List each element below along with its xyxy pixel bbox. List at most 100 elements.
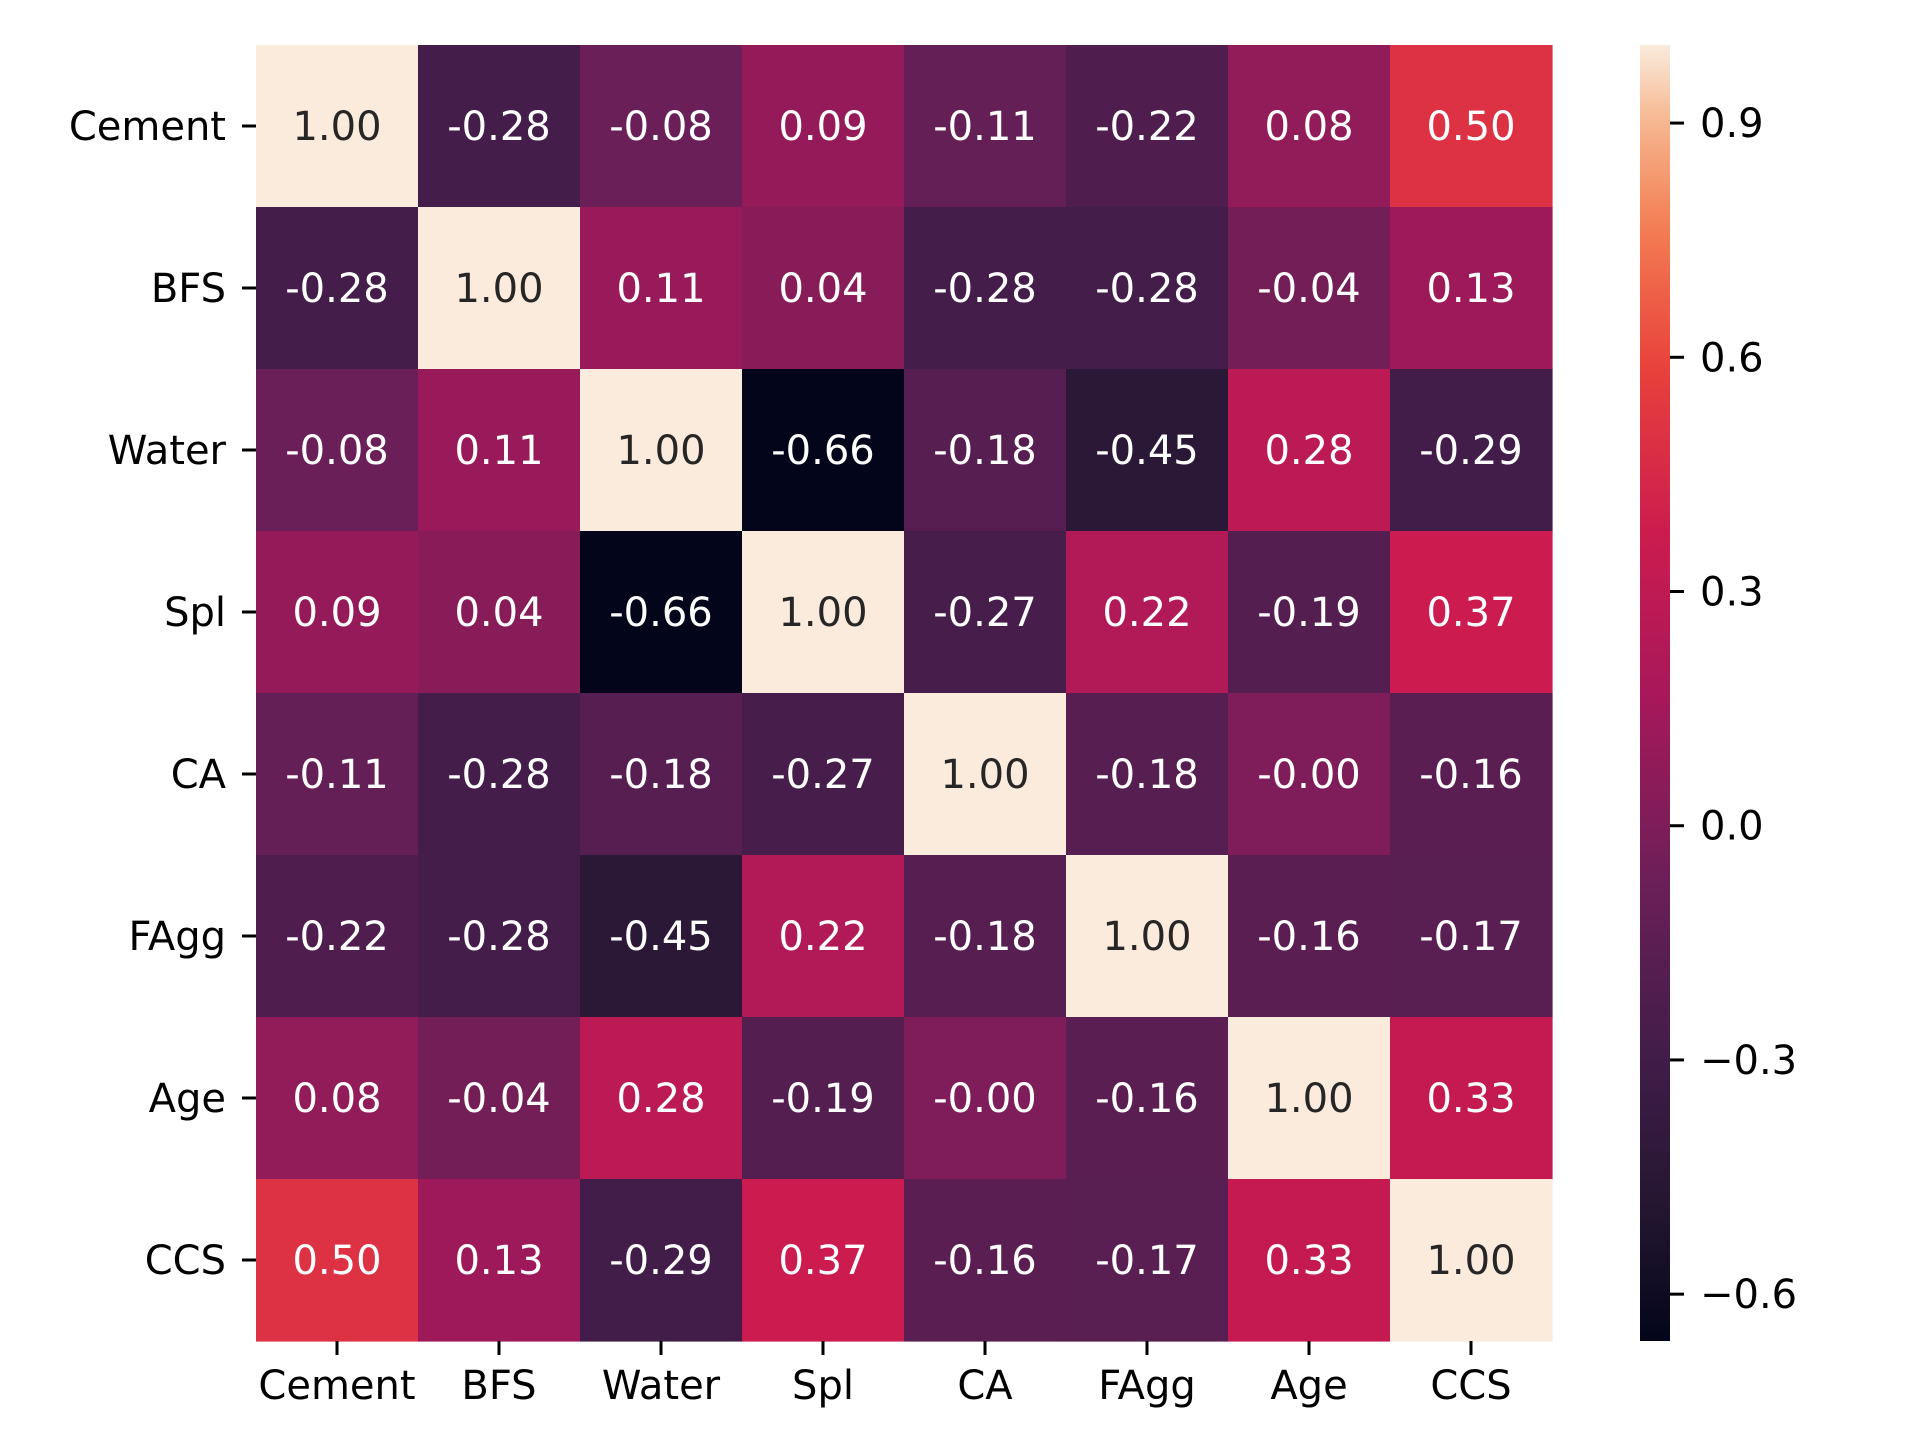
cell-value-label: -0.27 [771, 752, 875, 798]
heatmap-cell [742, 207, 905, 370]
cell-value-label: 0.04 [778, 266, 867, 312]
heatmap-cell [1228, 531, 1391, 694]
cell-value-label: 0.09 [778, 104, 867, 150]
x-tick-label: CCS [1430, 1363, 1511, 1409]
heatmap-cell [1390, 855, 1553, 1018]
cell-value-label: -0.22 [285, 914, 389, 960]
cell-value-label: 1.00 [940, 752, 1029, 798]
cell-value-label: 0.08 [292, 1076, 381, 1122]
cell-value-label: 1.00 [1102, 914, 1191, 960]
heatmap-cell [904, 369, 1067, 532]
cell-value-label: -0.16 [1257, 914, 1361, 960]
heatmap-cell [256, 1017, 419, 1180]
heatmap-cell [1390, 1017, 1553, 1180]
y-tick-label: Cement [69, 104, 226, 150]
heatmap-cell [418, 207, 581, 370]
heatmap-cell [580, 693, 743, 856]
heatmap-cell [1390, 45, 1553, 208]
heatmap-cell [1228, 45, 1391, 208]
heatmap-cell [256, 207, 419, 370]
cell-value-label: 0.22 [1102, 590, 1191, 636]
cell-value-label: 0.13 [1426, 266, 1515, 312]
cell-value-label: -0.18 [933, 914, 1037, 960]
heatmap-cell [256, 1179, 419, 1342]
cell-value-label: 0.04 [454, 590, 543, 636]
heatmap-cell [1066, 369, 1229, 532]
heatmap-cell [1228, 1017, 1391, 1180]
heatmap-cell [904, 1017, 1067, 1180]
cell-value-label: 1.00 [616, 428, 705, 474]
heatmap-cells [256, 45, 1553, 1342]
cell-value-label: 1.00 [1264, 1076, 1353, 1122]
cell-value-label: -0.16 [1095, 1076, 1199, 1122]
cell-value-label: -0.29 [609, 1238, 713, 1284]
heatmap-cell [1390, 531, 1553, 694]
y-tick-label: Spl [164, 590, 226, 636]
heatmap-cell [580, 1017, 743, 1180]
y-axis: Cement BFS Water Spl CA FAgg Age CCS [69, 104, 256, 1284]
heatmap-cell [742, 369, 905, 532]
heatmap-cell [256, 693, 419, 856]
x-tick-label: Water [602, 1363, 721, 1409]
cell-value-label: -0.16 [933, 1238, 1037, 1284]
cell-value-label: -0.28 [1095, 266, 1199, 312]
cell-value-label: -0.08 [609, 104, 713, 150]
cell-value-label: -0.17 [1095, 1238, 1199, 1284]
cell-value-label: -0.17 [1419, 914, 1523, 960]
cell-value-label: 0.11 [454, 428, 543, 474]
heatmap-cell [904, 45, 1067, 208]
cell-value-label: 0.13 [454, 1238, 543, 1284]
heatmap-cell [904, 207, 1067, 370]
heatmap-cell [742, 1179, 905, 1342]
cell-value-label: -0.16 [1419, 752, 1523, 798]
cell-value-label: -0.45 [1095, 428, 1199, 474]
heatmap-cell [256, 531, 419, 694]
cell-value-label: -0.66 [609, 590, 713, 636]
heatmap-cell [1228, 855, 1391, 1018]
heatmap-cell [904, 1179, 1067, 1342]
heatmap-cell [256, 369, 419, 532]
colorbar-tick-label: −0.3 [1700, 1038, 1797, 1084]
heatmap-cell [1390, 207, 1553, 370]
cell-value-label: 0.11 [616, 266, 705, 312]
cell-value-label: 0.33 [1264, 1238, 1353, 1284]
cell-value-label: -0.28 [447, 104, 551, 150]
heatmap-cell [742, 855, 905, 1018]
cell-value-label: -0.18 [933, 428, 1037, 474]
y-tick-label: Age [149, 1076, 226, 1122]
heatmap-cell [1066, 1179, 1229, 1342]
heatmap-cell [256, 855, 419, 1018]
cell-value-label: -0.04 [447, 1076, 551, 1122]
x-tick-label: Cement [258, 1363, 415, 1409]
cell-value-label: -0.29 [1419, 428, 1523, 474]
y-tick-label: BFS [151, 266, 226, 312]
y-tick-label: CA [171, 752, 227, 798]
cell-value-label: -0.00 [1257, 752, 1361, 798]
colorbar-tick-label: 0.6 [1700, 335, 1764, 381]
heatmap-cell [418, 1017, 581, 1180]
cell-value-label: -0.28 [933, 266, 1037, 312]
heatmap-cell [418, 45, 581, 208]
heatmap-cell [580, 207, 743, 370]
heatmap-cell [1228, 693, 1391, 856]
heatmap-cell [1228, 207, 1391, 370]
cell-value-label: -0.04 [1257, 266, 1361, 312]
y-tick-label: Water [108, 428, 227, 474]
colorbar-tick-label: 0.9 [1700, 101, 1764, 147]
cell-value-label: -0.27 [933, 590, 1037, 636]
heatmap-annotations: 1.00 -0.28 -0.08 0.09 -0.11 -0.22 0.08 0.50 -0.2… [285, 104, 1523, 1284]
heatmap-cell [256, 45, 419, 208]
x-tick-label: Spl [792, 1363, 854, 1409]
cell-value-label: -0.18 [609, 752, 713, 798]
heatmap-cell [904, 531, 1067, 694]
colorbar-tick-label: 0.3 [1700, 570, 1764, 616]
heatmap-cell [1390, 693, 1553, 856]
heatmap-cell [580, 45, 743, 208]
cell-value-label: -0.08 [285, 428, 389, 474]
cell-value-label: -0.11 [285, 752, 389, 798]
cell-value-label: -0.28 [285, 266, 389, 312]
heatmap-cell [418, 855, 581, 1018]
cell-value-label: 0.33 [1426, 1076, 1515, 1122]
x-tick-label: Age [1270, 1363, 1347, 1409]
heatmap-cell [418, 1179, 581, 1342]
